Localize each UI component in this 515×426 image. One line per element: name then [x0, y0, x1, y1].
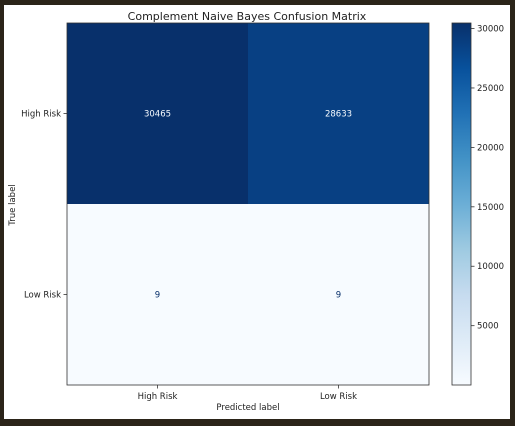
cell-value-label: 9 — [155, 291, 160, 301]
y-tick-label: High Risk — [21, 110, 61, 120]
colorbar-ticks: 5000 10000 15000 20000 25000 30000 — [471, 25, 504, 332]
chart-title: Complement Naive Bayes Confusion Matrix — [128, 10, 367, 23]
confusion-matrix-chart: Complement Naive Bayes Confusion Matrix … — [8, 10, 504, 413]
y-tick-label: Low Risk — [24, 291, 61, 301]
plot-frame — [66, 22, 430, 386]
x-axis-ticks: High Risk Low Risk — [138, 385, 357, 402]
cell-value-label: 28633 — [325, 110, 352, 120]
figure: Complement Naive Bayes Confusion Matrix … — [4, 5, 510, 419]
x-tick-label: Low Risk — [320, 392, 357, 402]
heatmap-cell — [67, 23, 248, 204]
x-tick-label: High Risk — [138, 392, 178, 402]
colorbar-tick-label: 30000 — [477, 25, 504, 35]
colorbar-tick-label: 5000 — [477, 322, 499, 332]
heatmap-cells — [67, 23, 429, 385]
cell-value-label: 9 — [336, 291, 341, 301]
colorbar — [451, 22, 472, 386]
colorbar-tick-label: 15000 — [477, 203, 504, 213]
heatmap-cell — [248, 204, 429, 385]
heatmap-cell — [67, 204, 248, 385]
x-axis-label: Predicted label — [216, 403, 279, 413]
cell-value-label: 30465 — [144, 110, 171, 120]
colorbar-tick-label: 25000 — [477, 84, 504, 94]
colorbar-tick-label: 10000 — [477, 262, 504, 272]
y-axis-ticks: High Risk Low Risk — [21, 110, 67, 301]
colorbar-tick-label: 20000 — [477, 143, 504, 153]
cell-value-labels: 30465 28633 9 9 — [144, 110, 352, 301]
heatmap-cell — [248, 23, 429, 204]
y-axis-label: True label — [8, 184, 18, 226]
